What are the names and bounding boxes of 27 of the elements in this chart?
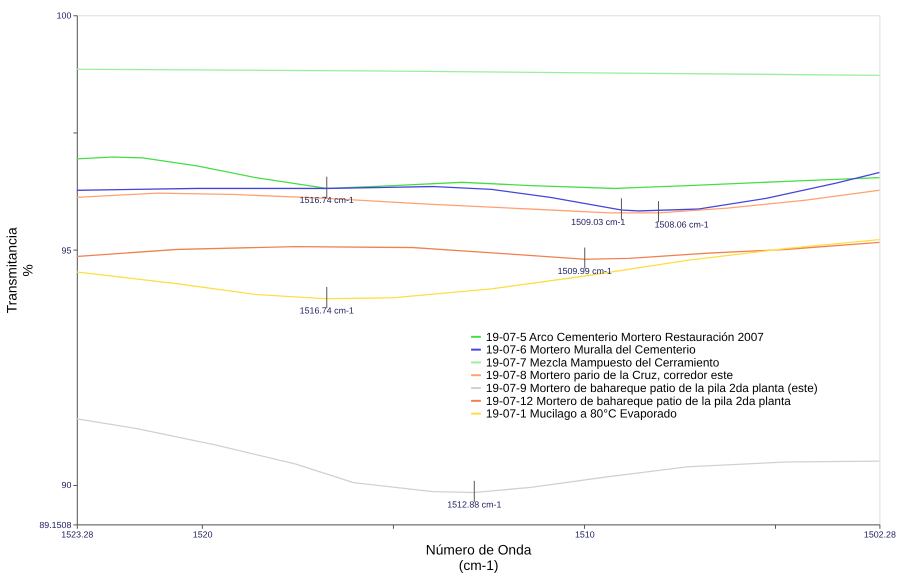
y-tick-label: 100: [56, 10, 72, 21]
annotation: 1509.03 cm-1: [571, 216, 626, 227]
y-tick-label: 95: [62, 245, 72, 256]
line-series: [76, 238, 880, 300]
line-series: [76, 418, 880, 494]
legend-label: 19-07-5 Arco Cementerio Mortero Restauración 2007: [486, 330, 764, 344]
legend-label: 19-07-9 Mortero de bahareque patio de la pila 2da planta (este): [486, 380, 818, 395]
legend-label: 19-07-12 Mortero de bahareque patio de la pila 2da planta: [486, 394, 792, 408]
legend-label: 19-07-1 Mucilago a 80°C Evaporado: [486, 406, 678, 421]
y-tick-label: 90: [62, 480, 72, 490]
line-series: [76, 172, 880, 212]
annotation: 1516.74 cm-1: [300, 305, 354, 316]
x-tick-label: 1523.28: [61, 530, 94, 540]
x-tick-label: 1502.28: [864, 530, 896, 540]
legend-label: 19-07-7 Mezcla Mampuesto del Cerramiento: [486, 355, 720, 370]
legend-label: 19-07-8 Mortero pario de la Cruz, corredor este: [486, 368, 734, 382]
legend-label: 19-07-6 Mortero Muralla del Cementerio: [486, 342, 696, 357]
line-series: [76, 190, 880, 214]
annotation: 1508.06 cm-1: [654, 220, 709, 230]
x-tick-label: 1520: [192, 530, 213, 540]
annotation: 1512.88 cm-1: [447, 499, 502, 510]
x-tick-label: 1510: [574, 530, 595, 540]
line-series: [76, 242, 880, 260]
x-axis-title: Número de Onda (cm-1): [426, 542, 532, 574]
y-tick-label: 89.1508: [39, 520, 72, 530]
line-series: [76, 156, 880, 190]
y-axis-title: Transmitancia %: [4, 227, 36, 314]
